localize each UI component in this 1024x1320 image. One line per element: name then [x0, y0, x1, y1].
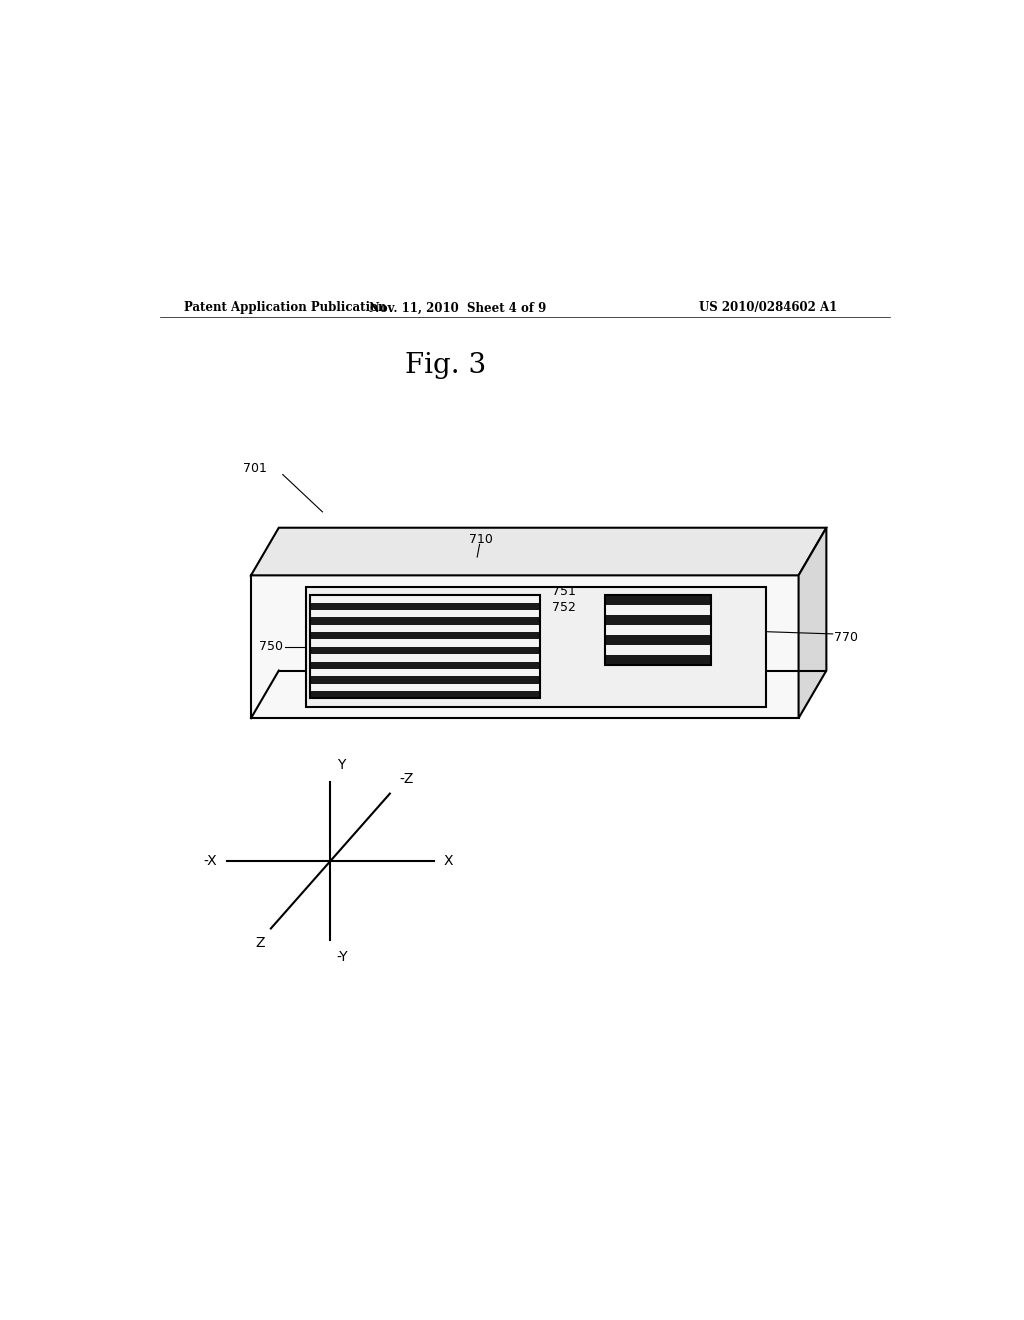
Text: 770: 770	[835, 631, 858, 644]
Text: -X: -X	[203, 854, 217, 869]
Polygon shape	[310, 676, 541, 684]
Text: -Y: -Y	[337, 950, 348, 964]
Polygon shape	[605, 615, 711, 624]
Polygon shape	[310, 624, 541, 632]
Text: Fig. 3: Fig. 3	[404, 351, 486, 379]
Text: 710: 710	[469, 533, 494, 546]
Text: Z: Z	[255, 936, 264, 950]
Polygon shape	[310, 690, 541, 698]
Polygon shape	[310, 610, 541, 618]
Polygon shape	[310, 669, 541, 676]
Text: Y: Y	[337, 758, 345, 772]
Polygon shape	[310, 602, 541, 610]
Polygon shape	[605, 595, 711, 605]
Polygon shape	[605, 645, 711, 655]
Text: 752: 752	[552, 601, 577, 614]
Polygon shape	[605, 655, 711, 665]
Text: US 2010/0284602 A1: US 2010/0284602 A1	[699, 301, 838, 314]
Polygon shape	[310, 639, 541, 647]
Text: 750: 750	[259, 640, 283, 653]
Polygon shape	[605, 635, 711, 645]
Polygon shape	[310, 684, 541, 690]
Text: Nov. 11, 2010  Sheet 4 of 9: Nov. 11, 2010 Sheet 4 of 9	[369, 301, 546, 314]
Polygon shape	[310, 595, 541, 602]
Polygon shape	[310, 632, 541, 639]
Polygon shape	[310, 647, 541, 655]
Text: 701: 701	[243, 462, 267, 475]
Polygon shape	[799, 528, 826, 718]
Text: 751: 751	[552, 585, 577, 598]
Text: -Z: -Z	[399, 772, 414, 785]
Text: Patent Application Publication: Patent Application Publication	[183, 301, 386, 314]
Polygon shape	[310, 618, 541, 624]
Polygon shape	[605, 605, 711, 615]
Polygon shape	[251, 528, 826, 576]
Polygon shape	[251, 576, 799, 718]
Polygon shape	[605, 624, 711, 635]
Polygon shape	[306, 587, 766, 706]
Text: X: X	[443, 854, 454, 869]
Polygon shape	[310, 661, 541, 669]
Polygon shape	[310, 655, 541, 661]
